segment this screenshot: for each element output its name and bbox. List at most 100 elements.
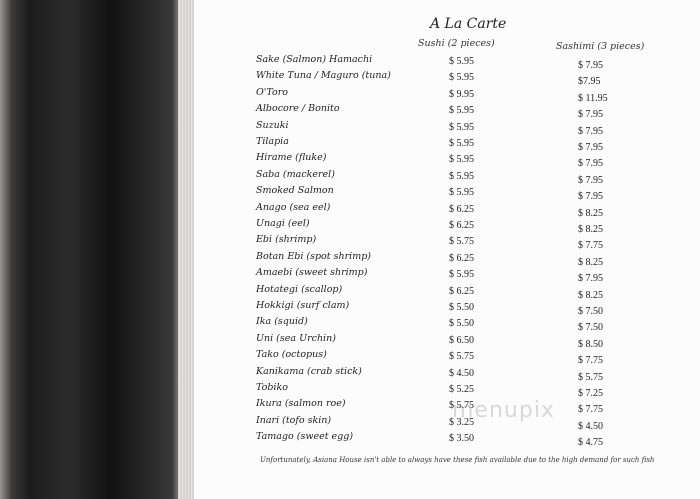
menu-item: Ikura (salmon roe) $ 5.75 $ 7.75	[256, 398, 656, 416]
item-name: Tilapia	[256, 136, 289, 147]
menu-item: Ika (squid) $ 5.50 $ 7.50	[256, 316, 656, 334]
availability-note: Unfortunately, Asiana House isn't able t…	[260, 456, 655, 464]
item-sushi-price: $ 5.50	[449, 302, 474, 313]
item-name: Botan Ebi (spot shrimp)	[256, 250, 371, 262]
item-sushi-price: $ 5.50	[449, 318, 474, 330]
item-name: Tobiko	[256, 382, 288, 393]
item-sashimi-price: $ 7.75	[578, 240, 603, 252]
item-sashimi-price: $ 7.25	[578, 388, 603, 399]
item-sashimi-price: $ 8.25	[578, 224, 603, 235]
menu-item: Smoked Salmon $ 5.95 $ 7.95	[256, 185, 656, 203]
item-sashimi-price: $ 8.50	[578, 338, 603, 350]
menu-item: Anago (sea eel) $ 6.25 $ 8.25	[256, 201, 656, 219]
item-name: Ebi (shrimp)	[256, 234, 317, 246]
item-name: Suzuki	[256, 119, 289, 131]
item-sushi-price: $ 5.95	[449, 170, 474, 182]
item-name: Albocore / Bonito	[256, 103, 340, 115]
item-sashimi-price: $ 8.25	[578, 289, 603, 301]
binder-cover	[0, 0, 186, 499]
item-name: Sake (Salmon) Hamachi	[256, 54, 373, 65]
item-sushi-price: $ 5.95	[449, 72, 474, 84]
item-sashimi-price: $ 4.75	[578, 437, 603, 449]
item-sashimi-price: $ 7.50	[578, 322, 603, 334]
item-sashimi-price: $ 7.95	[578, 109, 603, 121]
item-sushi-price: $ 4.50	[449, 367, 474, 379]
item-sushi-price: $ 6.25	[449, 220, 474, 231]
item-sashimi-price: $ 5.75	[578, 371, 603, 383]
menu-item: Tamago (sweet egg) $ 3.50 $ 4.75	[256, 431, 656, 449]
item-sushi-price: $ 5.75	[449, 236, 474, 248]
menu-item: Kanikama (crab stick) $ 4.50 $ 5.75	[256, 365, 656, 383]
item-sashimi-price: $ 7.95	[578, 125, 603, 137]
menu-item: Amaebi (sweet shrimp) $ 5.95 $ 7.95	[256, 267, 656, 284]
item-sashimi-price: $ 7.95	[578, 60, 603, 71]
item-sashimi-price: $ 11.95	[578, 92, 608, 104]
item-sushi-price: $ 5.95	[449, 187, 474, 199]
item-sushi-price: $ 6.25	[449, 285, 474, 297]
item-sashimi-price: $ 7.95	[578, 191, 603, 203]
sashimi-column-header: Sashimi (3 pieces)	[556, 41, 645, 52]
menu-item: Suzuki $ 5.95 $ 7.95	[256, 119, 656, 137]
item-sashimi-price: $ 8.25	[578, 207, 603, 219]
item-sushi-price: $ 6.25	[449, 252, 474, 264]
item-sushi-price: $ 5.95	[449, 105, 474, 117]
watermark: menupix	[452, 398, 555, 423]
menu-item: Saba (mackerel) $ 5.95 $ 7.95	[256, 168, 656, 186]
item-sashimi-price: $ 7.95	[578, 142, 603, 153]
menu-item: Botan Ebi (spot shrimp) $ 6.25 $ 8.25	[256, 250, 656, 268]
item-name: Amaebi (sweet shrimp)	[256, 267, 368, 279]
item-sashimi-price: $ 7.75	[578, 404, 603, 416]
item-name: Tako (octopus)	[256, 349, 327, 361]
menu-item: Ebi (shrimp) $ 5.75 $ 7.75	[256, 234, 656, 252]
item-sashimi-price: $ 7.95	[578, 158, 603, 170]
item-name: Anago (sea eel)	[256, 201, 331, 213]
item-name: Inari (tofo skin)	[256, 414, 332, 426]
menu-item: Hokkigi (surf clam) $ 5.50 $ 7.50	[256, 300, 656, 317]
menu-item: White Tuna / Maguro (tuna) $ 5.95 $7.95	[256, 70, 656, 88]
menu-page	[194, 0, 700, 499]
item-sushi-price: $ 5.75	[449, 400, 474, 412]
sushi-column-header: Sushi (2 pieces)	[418, 38, 495, 49]
item-sushi-price: $ 3.25	[449, 416, 474, 428]
item-name: Hotategi (scallop)	[256, 283, 343, 295]
item-name: Unagi (eel)	[256, 218, 310, 229]
menu-item: Sake (Salmon) Hamachi $ 5.95 $ 7.95	[256, 54, 656, 71]
item-sushi-price: $ 5.95	[449, 121, 474, 133]
item-sashimi-price: $ 7.75	[578, 355, 603, 367]
item-sushi-price: $ 6.50	[449, 334, 474, 346]
item-sashimi-price: $ 8.25	[578, 256, 603, 268]
item-sushi-price: $ 5.25	[449, 384, 474, 395]
item-name: White Tuna / Maguro (tuna)	[256, 70, 391, 82]
menu-item: Uni (sea Urchin) $ 6.50 $ 8.50	[256, 332, 656, 350]
menu-item: Hirame (fluke) $ 5.95 $ 7.95	[256, 152, 656, 170]
item-name: Tamago (sweet egg)	[256, 431, 354, 443]
menu-item: Unagi (eel) $ 6.25 $ 8.25	[256, 218, 656, 235]
item-sashimi-price: $ 7.50	[578, 306, 603, 317]
menu-item: Tobiko $ 5.25 $ 7.25	[256, 382, 656, 399]
item-name: Hokkigi (surf clam)	[256, 300, 350, 311]
item-sushi-price: $ 9.95	[449, 88, 474, 100]
menu-item: Albocore / Bonito $ 5.95 $ 7.95	[256, 103, 656, 121]
item-name: Hirame (fluke)	[256, 152, 327, 164]
item-name: Ika (squid)	[256, 316, 308, 328]
item-name: Kanikama (crab stick)	[256, 365, 362, 377]
menu-item: O'Toro $ 9.95 $ 11.95	[256, 86, 656, 104]
item-sushi-price: $ 5.95	[449, 269, 474, 281]
item-sashimi-price: $ 4.50	[578, 420, 603, 432]
item-sashimi-price: $ 7.95	[578, 174, 603, 186]
item-name: Smoked Salmon	[256, 185, 334, 197]
menu-item: Hotategi (scallop) $ 6.25 $ 8.25	[256, 283, 656, 301]
item-name: Uni (sea Urchin)	[256, 332, 336, 344]
item-sushi-price: $ 5.75	[449, 351, 474, 363]
item-name: O'Toro	[256, 86, 288, 98]
item-name: Saba (mackerel)	[256, 168, 335, 180]
item-sashimi-price: $7.95	[578, 76, 601, 88]
menu-title: A La Carte	[430, 16, 507, 32]
page-edges	[178, 0, 194, 499]
item-name: Ikura (salmon roe)	[256, 398, 346, 410]
item-sushi-price: $ 5.95	[449, 154, 474, 166]
item-sushi-price: $ 5.95	[449, 138, 474, 149]
menu-item: Tako (octopus) $ 5.75 $ 7.75	[256, 349, 656, 367]
item-sushi-price: $ 5.95	[449, 56, 474, 67]
menu-item: Inari (tofo skin) $ 3.25 $ 4.50	[256, 414, 656, 432]
